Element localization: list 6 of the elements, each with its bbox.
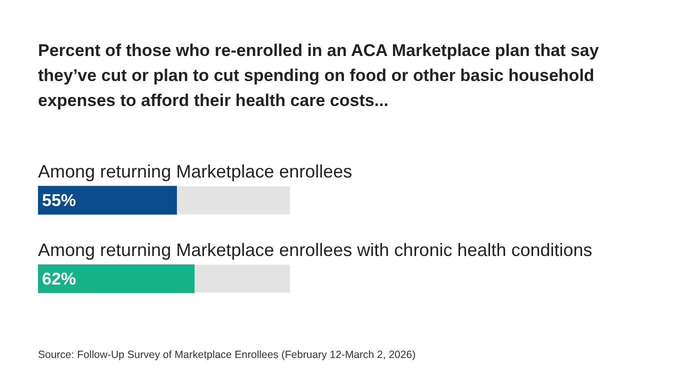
- source-note: Source: Follow-Up Survey of Marketplace Enrollees (February 12-March 2, 2026): [38, 349, 416, 361]
- chart-title: Percent of those who re-enrolled in an ACA Marketplace plan that say they’ve cut or plan to cut spending on food or other basic household expenses to afford their health care costs...: [38, 40, 600, 112]
- y-tick-label: Among returning Marketplace enrollees: [38, 161, 352, 182]
- data-label: 62%: [42, 269, 76, 288]
- y-tick-label: Among returning Marketplace enrollees with chronic health conditions: [38, 240, 592, 260]
- data-label: 55%: [42, 190, 76, 210]
